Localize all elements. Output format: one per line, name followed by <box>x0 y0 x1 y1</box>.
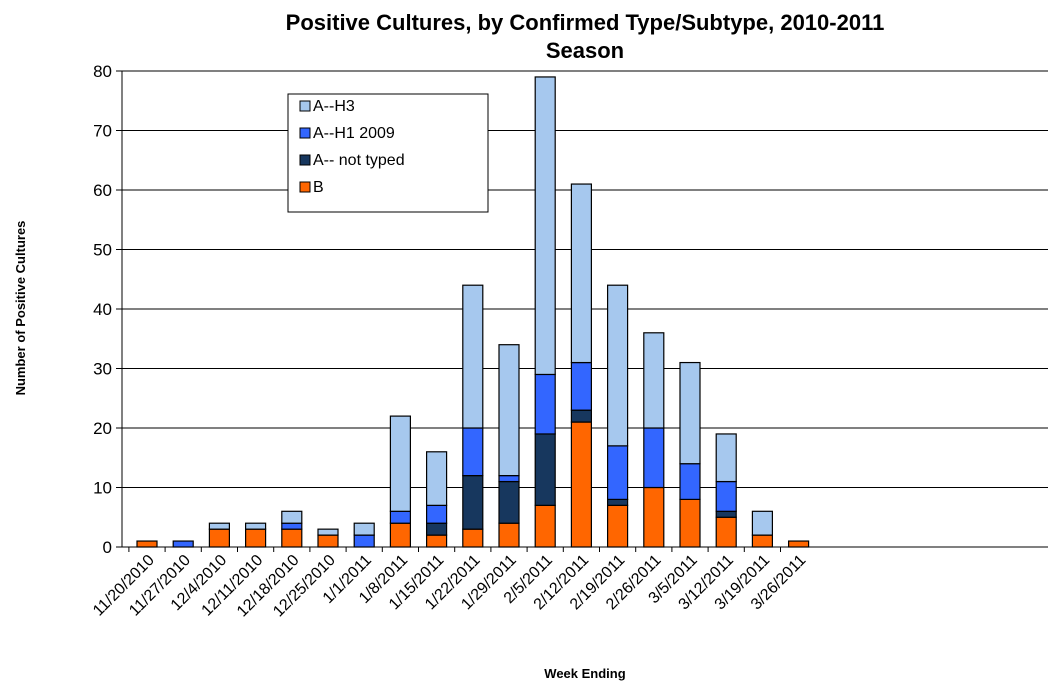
bar-segment <box>606 284 629 447</box>
x-axis-ticks: 11/20/201011/27/201012/4/201012/11/20101… <box>90 547 809 620</box>
chart-title: Positive Cultures, by Confirmed Type/Sub… <box>286 10 885 35</box>
bar-segment <box>643 332 665 429</box>
bar-segment <box>715 510 737 518</box>
legend-swatch <box>299 154 311 166</box>
bar-segment <box>534 433 556 506</box>
bar-segment <box>606 445 629 501</box>
bar-segment <box>534 504 556 548</box>
bar-segment <box>389 415 411 512</box>
bar-segment <box>172 540 194 548</box>
bar-segment <box>534 76 556 376</box>
bar-segment <box>426 534 448 548</box>
bar-segment <box>715 480 737 512</box>
bar-segment <box>570 183 593 364</box>
bar-segment <box>606 498 629 506</box>
bar-segment <box>389 522 411 548</box>
legend-box <box>287 93 489 213</box>
legend-swatch <box>299 127 311 139</box>
legend: A--H3 A--H1 2009 A-- not typed B <box>287 93 489 213</box>
y-tick-label: 0 <box>103 538 112 557</box>
bar-segment <box>245 522 267 530</box>
bar-segment <box>317 534 339 548</box>
bar-segment <box>353 522 375 536</box>
bar-segment <box>281 522 303 530</box>
bar-segment <box>353 534 375 548</box>
bar-segment <box>462 528 484 548</box>
bar-segment <box>570 361 593 411</box>
bar-segment <box>715 516 737 548</box>
bar-segment <box>317 528 339 536</box>
legend-label: A-- not typed <box>313 152 405 169</box>
bar-segment <box>570 409 593 423</box>
bar-segment <box>498 480 520 524</box>
bar-segment <box>462 427 484 477</box>
bar-segment <box>462 475 484 530</box>
bar-segment <box>426 504 448 524</box>
legend-swatch <box>299 181 311 193</box>
y-tick-label: 30 <box>93 360 112 379</box>
bars <box>136 76 810 548</box>
legend-label: A--H3 <box>313 98 355 115</box>
bar-segment <box>715 433 737 483</box>
legend-swatch <box>299 100 311 112</box>
bar-segment <box>281 528 303 548</box>
bar-segment <box>498 344 520 477</box>
bar-segment <box>679 498 701 548</box>
bar-segment <box>679 463 701 501</box>
bar-segment <box>281 510 303 524</box>
y-tick-label: 50 <box>93 241 112 260</box>
bar-segment <box>426 451 448 506</box>
bar-segment <box>462 284 484 429</box>
bar-segment <box>534 373 556 435</box>
bar-segment <box>426 522 448 536</box>
bar-segment <box>136 540 158 548</box>
bar-segment <box>498 475 520 483</box>
y-tick-label: 10 <box>93 479 112 498</box>
legend-label: A--H1 2009 <box>313 125 395 142</box>
chart-title-line2: Season <box>546 38 624 63</box>
y-tick-label: 60 <box>93 181 112 200</box>
bar-segment <box>570 421 593 548</box>
bar-segment <box>208 528 230 548</box>
y-tick-label: 40 <box>93 300 112 319</box>
legend-label: B <box>313 179 324 196</box>
y-tick-label: 80 <box>93 62 112 81</box>
y-axis-label: Number of Positive Cultures <box>13 221 28 396</box>
bar-segment <box>389 510 411 524</box>
bar-segment <box>787 540 810 548</box>
bar-segment <box>643 486 665 548</box>
bar-segment <box>751 534 774 548</box>
bar-segment <box>606 504 629 548</box>
bar-segment <box>208 522 230 530</box>
y-axis-ticks: 0 10 20 30 40 50 60 70 80 <box>93 62 122 557</box>
bar-segment <box>679 361 701 465</box>
y-tick-label: 20 <box>93 419 112 438</box>
bar-segment <box>498 522 520 548</box>
bar-segment <box>643 427 665 489</box>
y-tick-label: 70 <box>93 122 112 141</box>
bar-segment <box>245 528 267 548</box>
x-axis-label: Week Ending <box>544 666 625 681</box>
bar-segment <box>751 510 774 536</box>
